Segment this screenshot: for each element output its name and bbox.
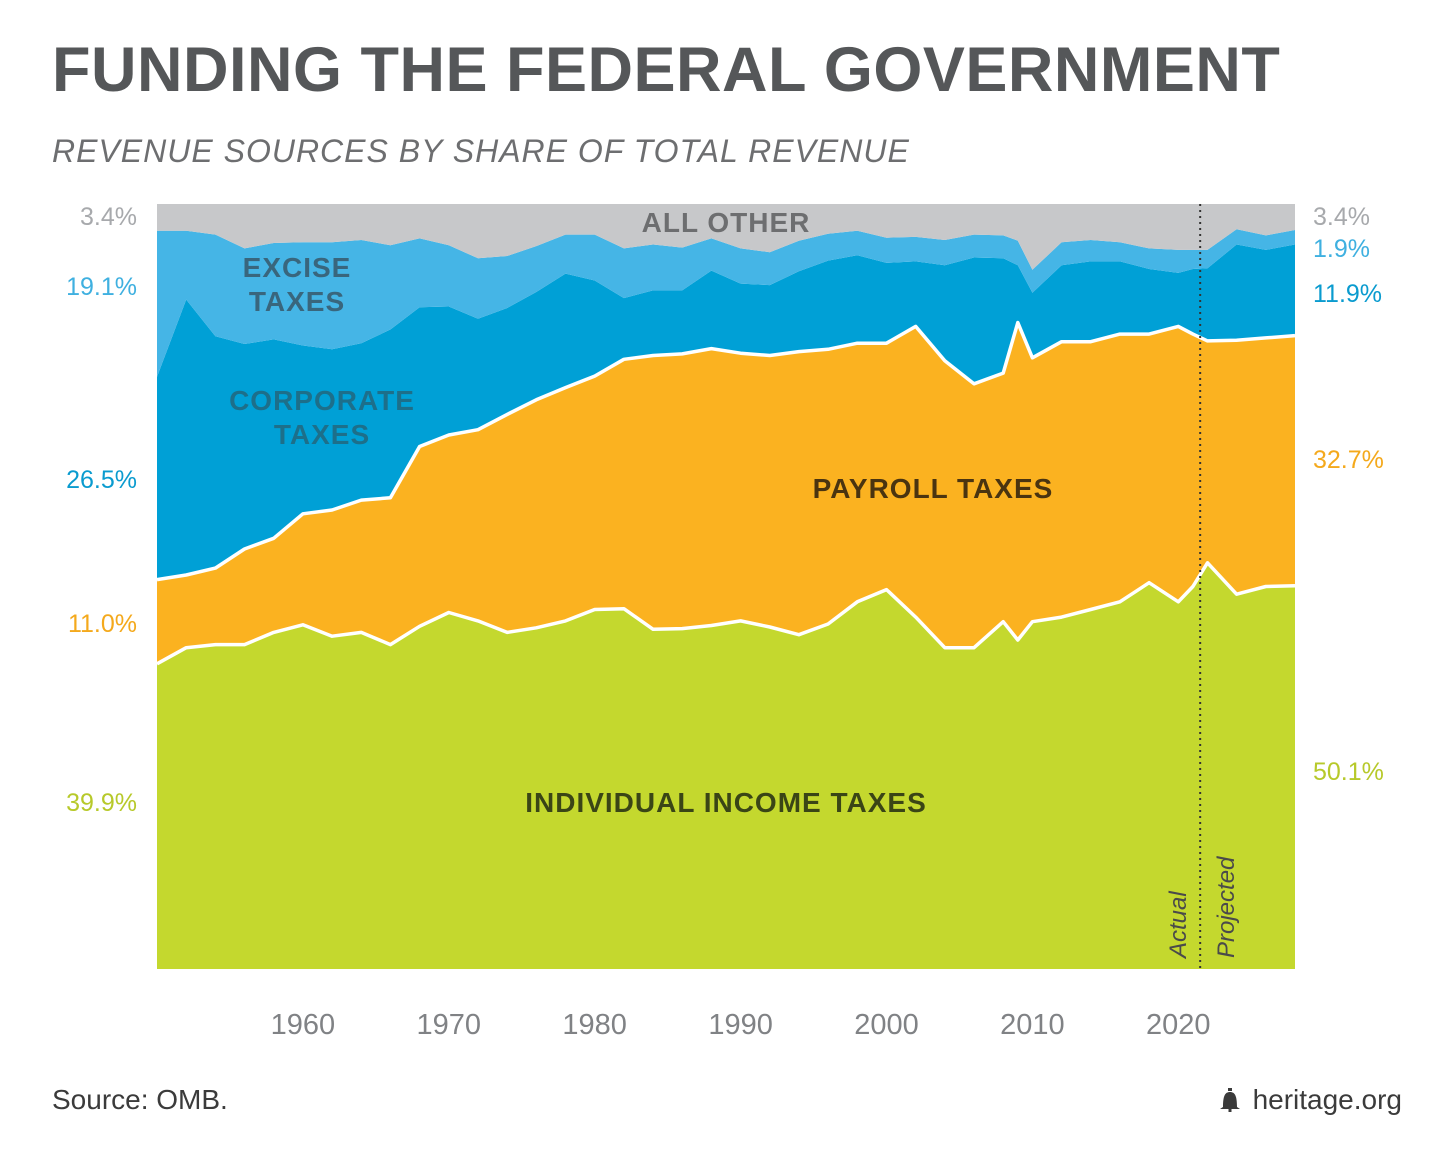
boundary-line-individual-income-taxes [156,561,1296,666]
page-title: FUNDING THE FEDERAL GOVERNMENT [52,35,1281,105]
series-label-corporate-taxes-line2: TAXES [274,419,370,450]
right-share-excise-taxes: 1.9% [1313,235,1370,263]
area-all-other [157,204,1295,270]
series-label-excise-taxes-line1: EXCISE [243,252,352,283]
series-labels: INDIVIDUAL INCOME TAXES PAYROLL TAXES CORP… [229,207,1054,818]
series-label-all-other: ALL OTHER [642,207,811,238]
left-share-excise-taxes: 19.1% [66,273,137,301]
area-payroll-taxes [157,322,1295,664]
boundary-lines [156,320,1296,666]
x-tick-2020: 2020 [1146,1009,1211,1041]
area-corporate-taxes [157,244,1295,580]
series-label-excise-taxes-line2: TAXES [249,286,345,317]
liberty-bell-icon [1219,1088,1240,1112]
x-tick-1970: 1970 [417,1009,482,1041]
page-subtitle: REVENUE SOURCES BY SHARE OF TOTAL REVENU… [52,133,910,169]
actual-projected-divider: Actual Projected [1165,204,1240,969]
left-share-all-other: 3.4% [80,203,137,231]
left-share-payroll-taxes: 11.0% [68,610,137,638]
actual-label: Actual [1165,891,1192,960]
series-label-corporate-taxes-line1: CORPORATE [229,385,415,416]
left-share-corporate-taxes: 26.5% [66,466,137,494]
right-share-payroll-taxes: 32.7% [1313,446,1384,474]
series-label-payroll-taxes: PAYROLL TAXES [813,473,1054,504]
right-share-all-other: 3.4% [1313,203,1370,231]
x-tick-2010: 2010 [1000,1009,1065,1041]
brand[interactable]: heritage.org [1217,1084,1402,1116]
x-axis-ticks: 1960 1970 1980 1990 2000 2010 2020 [271,1009,1211,1041]
x-tick-1960: 1960 [271,1009,336,1041]
series-label-individual-income-taxes: INDIVIDUAL INCOME TAXES [525,787,927,818]
boundary-line-payroll-taxes [156,320,1296,582]
projected-label: Projected [1213,856,1240,958]
share-labels: 39.9% 50.1% 11.0% 32.7% 26.5% 11.9% 19.1% 1.9% 3… [66,203,1384,817]
brand-link[interactable]: heritage.org [1252,1084,1402,1115]
right-share-corporate-taxes: 11.9% [1313,280,1382,308]
x-tick-1990: 1990 [708,1009,773,1041]
right-share-individual-income-taxes: 50.1% [1313,758,1384,786]
x-tick-2000: 2000 [854,1009,919,1041]
source-note: Source: OMB. [52,1084,228,1115]
left-share-individual-income-taxes: 39.9% [66,789,137,817]
area-individual-income-taxes [157,562,1295,969]
area-excise-taxes [157,229,1295,377]
x-tick-1980: 1980 [562,1009,627,1041]
area-layers [157,204,1295,969]
